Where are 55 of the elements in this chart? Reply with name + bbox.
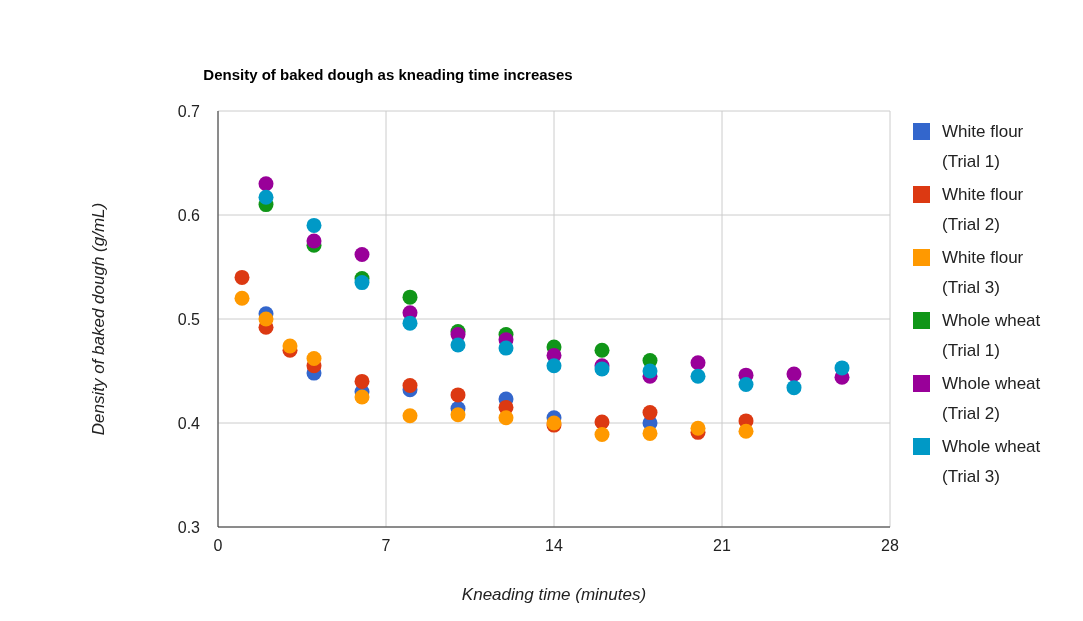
y-tick-label: 0.5: [177, 311, 201, 328]
y-tick-label: 0.7: [177, 103, 201, 120]
point: [306, 233, 322, 249]
x-tick-label: 0: [213, 537, 223, 554]
point: [738, 423, 754, 439]
x-tick-label: 14: [545, 537, 563, 554]
point: [402, 378, 418, 394]
legend-label: Whole wheat (Trial 2): [942, 374, 1041, 423]
y-tick-label: 0.6: [177, 207, 201, 224]
legend-label: White flour (Trial 1): [942, 122, 1024, 171]
legend-label: White flour (Trial 2): [942, 185, 1024, 234]
point: [258, 189, 274, 205]
y-tick-label: 0.3: [177, 519, 201, 536]
point: [402, 289, 418, 305]
point: [306, 217, 322, 233]
point: [354, 275, 370, 291]
point: [642, 425, 658, 441]
point: [234, 290, 250, 306]
point: [354, 389, 370, 405]
point: [642, 363, 658, 379]
point: [402, 315, 418, 331]
point: [594, 342, 610, 358]
point: [546, 358, 562, 374]
x-tick-label: 21: [713, 537, 731, 554]
point: [642, 405, 658, 421]
point: [690, 368, 706, 384]
chart-title: Density of baked dough as kneading time increases: [203, 66, 573, 83]
point: [786, 380, 802, 396]
point: [402, 408, 418, 424]
point: [258, 311, 274, 327]
point: [354, 247, 370, 263]
point: [450, 407, 466, 423]
point: [258, 176, 274, 192]
x-axis-title: Kneading time (minutes): [461, 585, 647, 604]
point: [690, 355, 706, 371]
point: [594, 426, 610, 442]
point: [834, 360, 850, 376]
legend-label: Whole wheat (Trial 3): [942, 437, 1041, 486]
y-tick-label: 0.4: [177, 415, 201, 432]
point: [690, 420, 706, 436]
point: [282, 338, 298, 354]
y-axis-title: Density of baked dough (g/mL): [89, 202, 108, 436]
point: [450, 337, 466, 353]
point: [234, 269, 250, 285]
point: [498, 340, 514, 356]
x-tick-label: 7: [381, 537, 391, 554]
point: [738, 377, 754, 393]
x-tick-label: 28: [881, 537, 899, 554]
point: [450, 387, 466, 403]
legend-label: White flour (Trial 3): [942, 248, 1024, 297]
legend-label: Whole wheat (Trial 1): [942, 311, 1041, 360]
point: [498, 410, 514, 426]
point: [786, 366, 802, 382]
point: [306, 351, 322, 367]
point: [354, 373, 370, 389]
